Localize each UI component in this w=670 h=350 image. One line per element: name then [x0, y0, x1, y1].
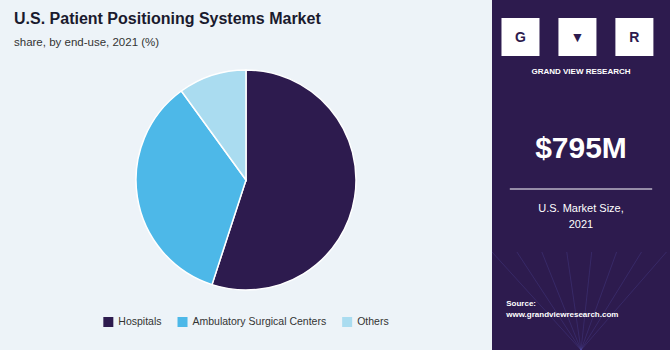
title: U.S. Patient Positioning Systems Market — [14, 10, 321, 27]
chart-container: U.S. Patient Positioning Systems Market s… — [0, 0, 670, 350]
legend-swatch — [178, 317, 188, 327]
background — [0, 0, 670, 350]
logo-square — [615, 18, 653, 56]
brand-name: GRAND VIEW RESEARCH — [531, 67, 630, 76]
decor-line — [542, 252, 581, 350]
logo-letter: ▼ — [571, 29, 585, 45]
legend-label: Others — [357, 315, 389, 327]
source-text: Source:www.grandviewresearch.com — [505, 299, 618, 319]
divider — [510, 189, 652, 190]
logo-square — [558, 18, 596, 56]
logo-square — [501, 18, 539, 56]
logo-letter: G — [515, 29, 526, 45]
decor-line — [581, 252, 642, 350]
decor-line — [492, 252, 581, 350]
pie — [136, 70, 356, 290]
legend-swatch — [103, 317, 113, 327]
subtitle: share, by end-use, 2021 (%) — [14, 36, 159, 48]
market-size: $795M — [535, 131, 627, 164]
legend-label: Ambulatory Surgical Centers — [193, 315, 327, 327]
chart-svg: U.S. Patient Positioning Systems Market s… — [0, 0, 670, 350]
logo-letter: R — [629, 29, 639, 45]
decor-line — [567, 252, 581, 350]
market-label: U.S. Market Size,2021 — [538, 202, 624, 230]
info-panel: G ▼ R GRAND VIEW RESEARCH $795M U.S. Market S… — [492, 0, 670, 350]
legend: Hospitals Ambulatory Surgical Centers Othe… — [103, 315, 388, 327]
panel-background — [492, 0, 670, 350]
legend-label: Hospitals — [118, 315, 161, 327]
decor-line — [581, 252, 666, 350]
legend-swatch — [342, 317, 352, 327]
pie-slice — [181, 70, 246, 180]
